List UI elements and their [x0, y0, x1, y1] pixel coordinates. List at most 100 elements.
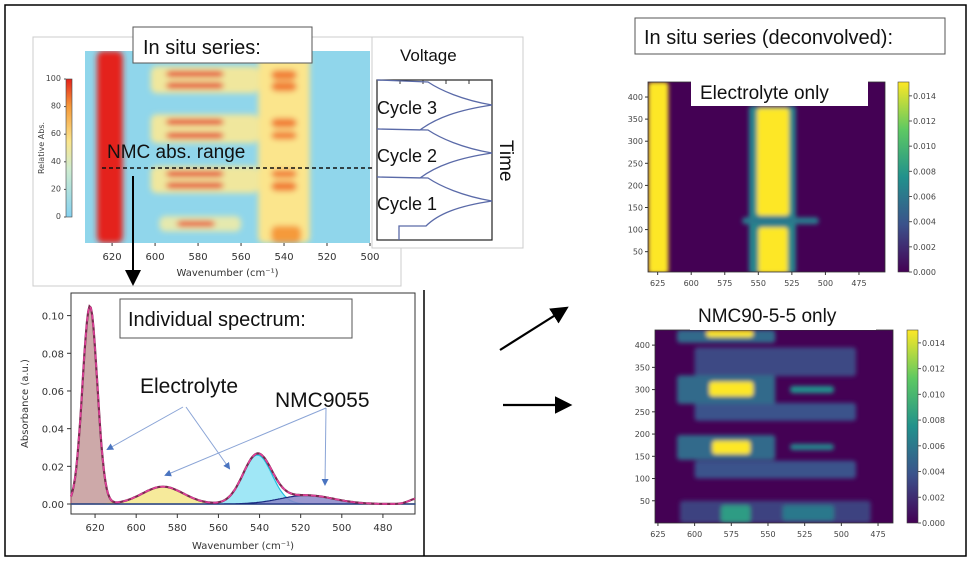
heatmap-band: [694, 460, 857, 479]
nmc-only-heatmap: 625 600 575 550 525 500 475 50 100 150 200 250 300 35…: [635, 329, 945, 539]
heatmap-band: [150, 66, 259, 94]
y-tick-label: 50: [640, 497, 650, 506]
voltage-panel: Voltage Cycle 3 Cycle 2 Cycle 1 Time: [371, 36, 524, 249]
heatmap-band: [150, 114, 259, 144]
colorbar-tick-label: 0.000: [913, 268, 936, 277]
annotation-arrows: [106, 406, 329, 486]
colorbar-tick-label: 0.008: [913, 167, 936, 176]
colorbar-tick-label: 0.006: [922, 442, 945, 451]
y-tick-label: 300: [635, 386, 650, 395]
heatmap-band: [756, 108, 790, 216]
x-tick-label: 525: [797, 530, 812, 539]
heatmap-band: [165, 182, 224, 189]
heatmap-band: [165, 82, 224, 89]
electrolyte-only-title-box: [691, 80, 868, 106]
heatmap-band: [271, 131, 297, 140]
electrolyte-label: Electrolyte: [140, 375, 238, 398]
x-tick-label: 600: [687, 530, 702, 539]
y-tick-label: 0.04: [42, 425, 64, 436]
heatmap-band: [165, 71, 224, 77]
colorbar-tick-label: 0.012: [913, 117, 936, 126]
x-tick-label: 575: [717, 279, 732, 288]
x-tick-label: 600: [146, 252, 165, 263]
x-tick-label: 500: [818, 279, 833, 288]
y-tick-label: 0.08: [42, 349, 64, 360]
heatmap-band: [648, 82, 669, 272]
y-tick-label: 0.00: [42, 500, 64, 511]
voltage-label: Voltage: [400, 46, 457, 65]
y-tick-label: 50: [633, 248, 643, 257]
colorbar-tick-label: 0.014: [922, 339, 945, 348]
heatmap-band: [97, 51, 123, 243]
colorbar-tick-label: 0.002: [922, 493, 945, 502]
heatmap-band: [271, 170, 297, 178]
y-tick-label: 200: [628, 181, 643, 190]
heatmap-band: [694, 347, 857, 377]
y-tick-label: 100: [628, 226, 643, 235]
x-tick-label: 475: [851, 279, 866, 288]
colorbar: [906, 329, 919, 524]
colorbar: [897, 81, 910, 273]
y-tick-label: 200: [635, 430, 650, 439]
deconvolved-title-box: [634, 17, 946, 55]
heatmap-band: [679, 500, 871, 523]
y-tick-label: 0.10: [42, 312, 64, 323]
heatmap-body: [85, 51, 370, 243]
x-tick-label: 550: [760, 530, 775, 539]
heatmap-band: [712, 440, 751, 455]
nmc-only-title-box: [690, 298, 876, 330]
heatmap-bands: [648, 82, 819, 272]
y-tick-label: 150: [635, 452, 650, 461]
colorbar-tick-label: 0.014: [913, 92, 936, 101]
heatmap-band: [271, 81, 297, 92]
cycle-3-label: Cycle 3: [377, 98, 437, 118]
y-tick-label: 100: [635, 475, 650, 484]
colorbar-tick-label: 20: [51, 184, 61, 193]
electrolyte-arrow-1: [106, 406, 184, 450]
heatmap-bands: [677, 330, 871, 523]
colorbar-tick-label: 0.010: [922, 390, 945, 399]
arrow-to-electrolyte-only: [499, 306, 569, 351]
colorbar-tick-label: 60: [51, 129, 61, 138]
x-tick-label: 580: [189, 252, 208, 263]
total-fit-line: [70, 304, 416, 505]
x-tick-label: 575: [724, 530, 739, 539]
heatmap-band: [742, 217, 819, 225]
x-tick-label: 560: [209, 523, 228, 534]
x-tick-label: 520: [317, 252, 336, 263]
deconvolved-title: In situ series (deconvolved):: [644, 27, 893, 49]
heatmap-band: [258, 51, 310, 243]
heatmap-bands: [97, 51, 310, 243]
colorbar-tick-label: 0.000: [922, 519, 945, 528]
cycle-1-label: Cycle 1: [377, 194, 437, 214]
heatmap-band: [782, 505, 835, 521]
colorbar-tick-label: 0: [56, 212, 61, 221]
nmc-only-title: NMC90-5-5 only: [698, 306, 837, 327]
y-tick-label: 250: [628, 159, 643, 168]
heatmap-body: [655, 330, 893, 523]
insitu-title: In situ series:: [143, 37, 261, 59]
y-tick-label: 0.02: [42, 462, 64, 473]
spectrum-title: Individual spectrum:: [128, 309, 306, 331]
x-tick-label: 500: [332, 523, 351, 534]
electrolyte-arrow-2: [185, 406, 231, 470]
heatmap-band: [271, 181, 297, 192]
heatmap-band: [271, 118, 297, 128]
spectrum-title-box: [119, 298, 353, 339]
y-tick-label: 150: [628, 203, 643, 212]
heatmap-band: [165, 132, 224, 139]
x-tick-label: 550: [751, 279, 766, 288]
colorbar-tick-label: 0.010: [913, 142, 936, 151]
nmc-arrow-2: [321, 407, 329, 486]
voltage-curve: [376, 79, 493, 240]
x-tick-label: 500: [360, 252, 379, 263]
y-tick-label: 400: [628, 93, 643, 102]
y-tick-label: 400: [635, 341, 650, 350]
colorbar-tick-label: 0.002: [913, 243, 936, 252]
colorbar: [65, 78, 73, 218]
colorbar-tick-label: 0.004: [922, 468, 945, 477]
x-tick-label: 625: [650, 279, 665, 288]
colorbar-tick-label: 0.006: [913, 193, 936, 202]
y-axis-label: Absorbance (a.u.): [20, 359, 31, 448]
cycle-2-label: Cycle 2: [377, 146, 437, 166]
